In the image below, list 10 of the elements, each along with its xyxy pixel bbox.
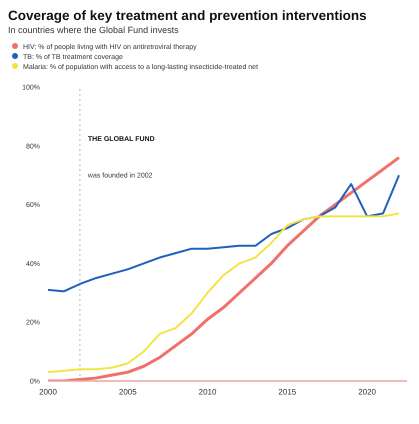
chart-subtitle: In countries where the Global Fund invests [8, 25, 180, 35]
x-tick-label: 2020 [358, 388, 377, 397]
x-tick-label: 2000 [39, 388, 58, 397]
x-tick-label: 2005 [118, 388, 138, 397]
chart-title: Coverage of key treatment and prevention interventions [8, 8, 368, 23]
x-tick-label: 2010 [198, 388, 218, 397]
line-series [48, 174, 400, 292]
x-tick-label: 2015 [278, 388, 297, 397]
line-series [48, 212, 400, 374]
line-series [48, 156, 401, 381]
